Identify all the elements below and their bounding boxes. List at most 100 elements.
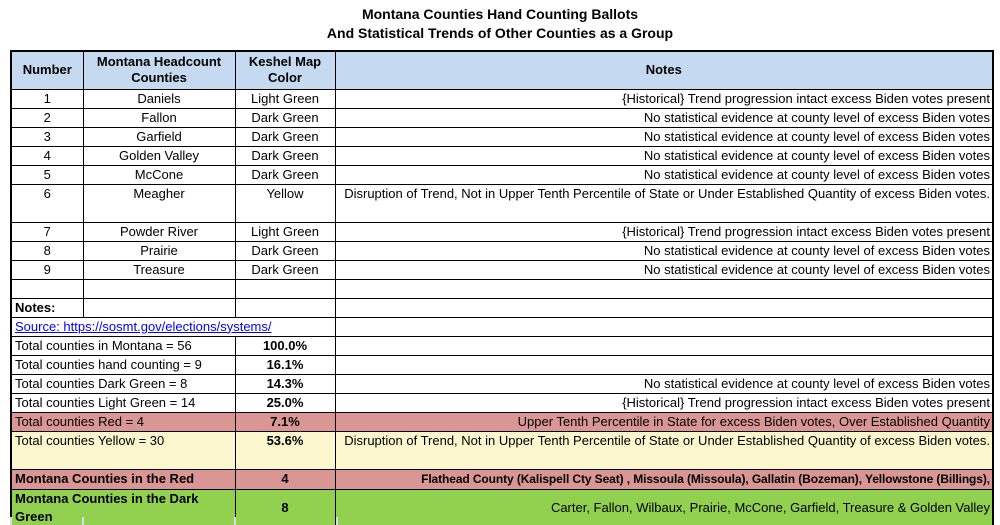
county-cell: Treasure [82,259,236,280]
summary-label: Total counties Dark Green = 8 [10,373,236,394]
county-row: 9 Treasure Dark Green No statistical evi… [10,259,994,280]
empty-cell [10,278,84,299]
gridline-stub [82,517,84,525]
summary-percent: 14.3% [234,373,336,394]
county-row: 2 Fallon Dark Green No statistical evide… [10,107,994,128]
source-cell: Source: https://sosmt.gov/elections/syst… [10,316,336,337]
county-row: 4 Golden Valley Dark Green No statistica… [10,145,994,166]
title-line-1: Montana Counties Hand Counting Ballots [361,6,639,22]
empty-cell [82,278,236,299]
note-cell: No statistical evidence at county level … [334,164,994,185]
summary-note: {Historical} Trend progression intact ex… [334,392,994,413]
note-cell: No statistical evidence at county level … [334,240,994,261]
summary-label: Total counties Light Green = 14 [10,392,236,413]
highlight-note: Carter, Fallon, Wilbaux, Prairie, McCone… [334,488,994,525]
summary-label: Total counties in Montana = 56 [10,335,236,356]
notes-label: Notes: [10,297,84,318]
color-cell: Dark Green [234,259,336,280]
note-cell: No statistical evidence at county level … [334,259,994,280]
county-row: 1 Daniels Light Green {Historical} Trend… [10,88,994,109]
summary-row: Total counties in Montana = 56 100.0% [10,335,994,356]
county-cell: Prairie [82,240,236,261]
summary-row-yellow: Total counties Yellow = 30 53.6% Disrupt… [10,430,994,470]
header-counties: Montana Headcount Counties [82,50,236,90]
color-cell: Dark Green [234,164,336,185]
gridline-stub [336,517,338,525]
number-cell: 1 [10,88,84,109]
note-cell: Disruption of Trend, Not in Upper Tenth … [334,183,994,223]
number-cell: 5 [10,164,84,185]
county-cell: Garfield [82,126,236,147]
header-row: Number Montana Headcount Counties Keshel… [10,50,994,90]
county-cell: Fallon [82,107,236,128]
summary-note [334,354,994,375]
empty-cell [334,297,994,318]
county-cell: Daniels [82,88,236,109]
highlight-note: Flathead County (Kalispell Cty Seat) , M… [334,468,994,490]
color-cell: Dark Green [234,126,336,147]
summary-row: Total counties hand counting = 9 16.1% [10,354,994,375]
summary-row: Total counties Dark Green = 8 14.3% No s… [10,373,994,394]
source-row: Source: https://sosmt.gov/elections/syst… [10,316,994,337]
summary-label: Total counties hand counting = 9 [10,354,236,375]
county-row: 3 Garfield Dark Green No statistical evi… [10,126,994,147]
note-cell: {Historical} Trend progression intact ex… [334,88,994,109]
summary-note: No statistical evidence at county level … [334,373,994,394]
source-link[interactable]: Source: https://sosmt.gov/elections/syst… [15,318,272,334]
note-cell: {Historical} Trend progression intact ex… [334,221,994,242]
empty-cell [234,297,336,318]
number-cell: 7 [10,221,84,242]
number-cell: 6 [10,183,84,223]
summary-percent: 7.1% [234,411,336,432]
spacer-row [10,278,994,299]
summary-row-red: Total counties Red = 4 7.1% Upper Tenth … [10,411,994,432]
highlight-count: 8 [234,488,336,525]
number-cell: 3 [10,126,84,147]
county-cell: Golden Valley [82,145,236,166]
gridline-stub [10,517,12,525]
color-cell: Light Green [234,221,336,242]
note-cell: No statistical evidence at county level … [334,145,994,166]
header-color: Keshel Map Color [234,50,336,90]
highlight-label: Montana Counties in the Dark Green [10,488,236,525]
empty-cell [234,278,336,299]
color-cell: Dark Green [234,145,336,166]
gridline-stub [234,517,236,525]
number-cell: 2 [10,107,84,128]
notes-label-row: Notes: [10,297,994,318]
header-notes: Notes [334,50,994,90]
summary-row: Total counties Light Green = 14 25.0% {H… [10,392,994,413]
county-row: 7 Powder River Light Green {Historical} … [10,221,994,242]
highlight-label: Montana Counties in the Red [10,468,236,490]
color-cell: Dark Green [234,240,336,261]
empty-cell [82,297,236,318]
page-title: Montana Counties Hand Counting Ballots A… [0,5,1000,43]
highlight-row-green: Montana Counties in the Dark Green 8 Car… [10,488,994,525]
summary-note: Upper Tenth Percentile in State for exce… [334,411,994,432]
number-cell: 4 [10,145,84,166]
county-row: 8 Prairie Dark Green No statistical evid… [10,240,994,261]
county-cell: Powder River [82,221,236,242]
empty-cell [334,316,994,337]
summary-percent: 100.0% [234,335,336,356]
summary-percent: 16.1% [234,354,336,375]
summary-note: Disruption of Trend, Not in Upper Tenth … [334,430,994,470]
summary-percent: 25.0% [234,392,336,413]
color-cell: Dark Green [234,107,336,128]
number-cell: 9 [10,259,84,280]
number-cell: 8 [10,240,84,261]
county-cell: Meagher [82,183,236,223]
county-row: 6 Meagher Yellow Disruption of Trend, No… [10,183,994,223]
summary-label: Total counties Yellow = 30 [10,430,236,470]
highlight-count: 4 [234,468,336,490]
summary-note [334,335,994,356]
color-cell: Yellow [234,183,336,223]
county-row: 5 McCone Dark Green No statistical evide… [10,164,994,185]
summary-label: Total counties Red = 4 [10,411,236,432]
summary-percent: 53.6% [234,430,336,470]
ballot-table: Number Montana Headcount Counties Keshel… [10,50,994,525]
color-cell: Light Green [234,88,336,109]
header-number: Number [10,50,84,90]
note-cell: No statistical evidence at county level … [334,126,994,147]
